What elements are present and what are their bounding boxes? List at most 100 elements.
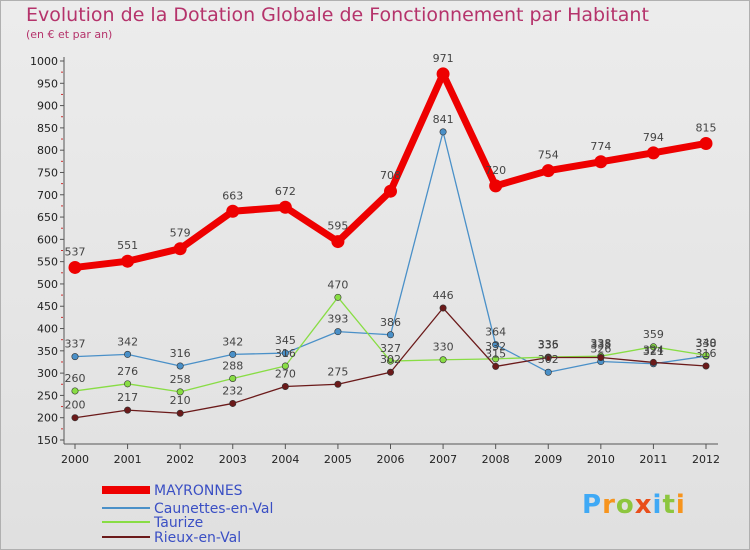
data-label: 232 — [222, 384, 243, 397]
y-tick-label: 700 — [37, 189, 58, 202]
data-point — [594, 155, 608, 169]
y-tick-label: 250 — [37, 389, 58, 402]
x-tick-label: 2000 — [61, 453, 89, 466]
data-label: 338 — [696, 337, 717, 350]
data-label: 579 — [170, 227, 191, 240]
data-point — [597, 354, 605, 362]
data-label: 210 — [170, 394, 191, 407]
data-label: 342 — [222, 335, 243, 348]
data-point — [229, 374, 237, 382]
y-tick-label: 850 — [37, 122, 58, 135]
data-point — [492, 362, 500, 370]
data-point — [281, 362, 289, 370]
data-point — [649, 358, 657, 366]
data-label: 316 — [696, 347, 717, 360]
data-point — [439, 128, 447, 136]
data-point — [334, 293, 342, 301]
data-point — [331, 235, 345, 249]
data-point — [124, 380, 132, 388]
data-point — [124, 350, 132, 358]
y-tick-label: 500 — [37, 278, 58, 291]
data-point — [334, 328, 342, 336]
data-label: 200 — [65, 399, 86, 412]
data-label: 316 — [170, 347, 191, 360]
data-point — [281, 349, 289, 357]
logo-letter: t — [662, 490, 676, 520]
data-point — [384, 184, 397, 198]
data-point — [386, 357, 394, 365]
data-point — [646, 146, 660, 160]
data-label: 537 — [65, 245, 86, 258]
data-labels: 337 342 316 342 345 393 386 841 364 302 326 321 338 2… — [65, 52, 717, 412]
x-tick-label: 2001 — [114, 453, 142, 466]
data-point — [121, 254, 135, 268]
data-label: 342 — [117, 335, 138, 348]
data-point — [699, 136, 713, 150]
legend-label: MAYRONNES — [154, 483, 243, 499]
data-point — [386, 331, 394, 339]
logo-letter: x — [634, 490, 653, 520]
data-point — [229, 399, 237, 407]
logo-letter: r — [602, 490, 616, 520]
data-label: 326 — [590, 343, 611, 356]
data-label: 708 — [380, 169, 401, 182]
data-point — [71, 414, 79, 422]
data-label: 774 — [590, 140, 611, 153]
legend-label: Taurize — [153, 515, 203, 531]
data-label: 258 — [170, 373, 191, 386]
data-point — [226, 204, 240, 218]
data-label: 327 — [380, 342, 401, 355]
data-label: 386 — [380, 316, 401, 329]
data-label: 359 — [643, 328, 664, 341]
legend-label: Rieux-en-Val — [154, 530, 241, 546]
y-tick-label: 350 — [37, 345, 58, 358]
data-label: 321 — [643, 345, 664, 358]
y-tick-label: 750 — [37, 166, 58, 179]
logo-letter: P — [582, 490, 603, 520]
data-label: 330 — [433, 341, 454, 354]
data-point — [436, 67, 450, 81]
logo-letter: i — [675, 490, 686, 520]
data-label: 335 — [538, 339, 559, 352]
logo-letter: i — [652, 490, 663, 520]
data-point — [71, 387, 79, 395]
data-point — [439, 304, 447, 312]
data-label: 275 — [327, 365, 348, 378]
data-point — [492, 355, 500, 363]
data-label: 335 — [590, 339, 611, 352]
y-tick-label: 300 — [37, 367, 58, 380]
data-point — [68, 260, 82, 274]
y-tick-label: 150 — [37, 434, 58, 447]
data-label: 446 — [433, 289, 454, 302]
data-label: 276 — [117, 365, 138, 378]
data-point — [649, 343, 657, 351]
series-layer — [68, 67, 713, 422]
data-point — [439, 356, 447, 364]
axes: 150 200 250 300 350 400 450 500 550 600 650 700 750 8… — [30, 55, 720, 466]
x-tick-label: 2012 — [692, 453, 720, 466]
x-tick-label: 2004 — [271, 453, 299, 466]
data-label: 551 — [117, 239, 138, 252]
logo-letter: o — [615, 490, 635, 520]
data-label: 971 — [433, 52, 454, 65]
data-label: 337 — [65, 338, 86, 351]
data-point — [281, 382, 289, 390]
data-point — [544, 354, 552, 362]
data-label: 595 — [327, 220, 348, 233]
data-point — [278, 200, 292, 214]
y-tick-label: 600 — [37, 233, 58, 246]
x-tick-label: 2006 — [377, 453, 405, 466]
x-tick-label: 2010 — [587, 453, 615, 466]
data-point — [702, 362, 710, 370]
y-tick-label: 400 — [37, 323, 58, 336]
data-label: 345 — [275, 334, 296, 347]
data-label: 393 — [327, 313, 348, 326]
data-label: 340 — [696, 336, 717, 349]
data-label: 302 — [380, 353, 401, 366]
data-point — [71, 353, 79, 361]
data-point — [124, 406, 132, 414]
y-tick-label: 450 — [37, 300, 58, 313]
data-label: 754 — [538, 149, 559, 162]
data-label: 324 — [643, 343, 664, 356]
data-point — [176, 362, 184, 370]
